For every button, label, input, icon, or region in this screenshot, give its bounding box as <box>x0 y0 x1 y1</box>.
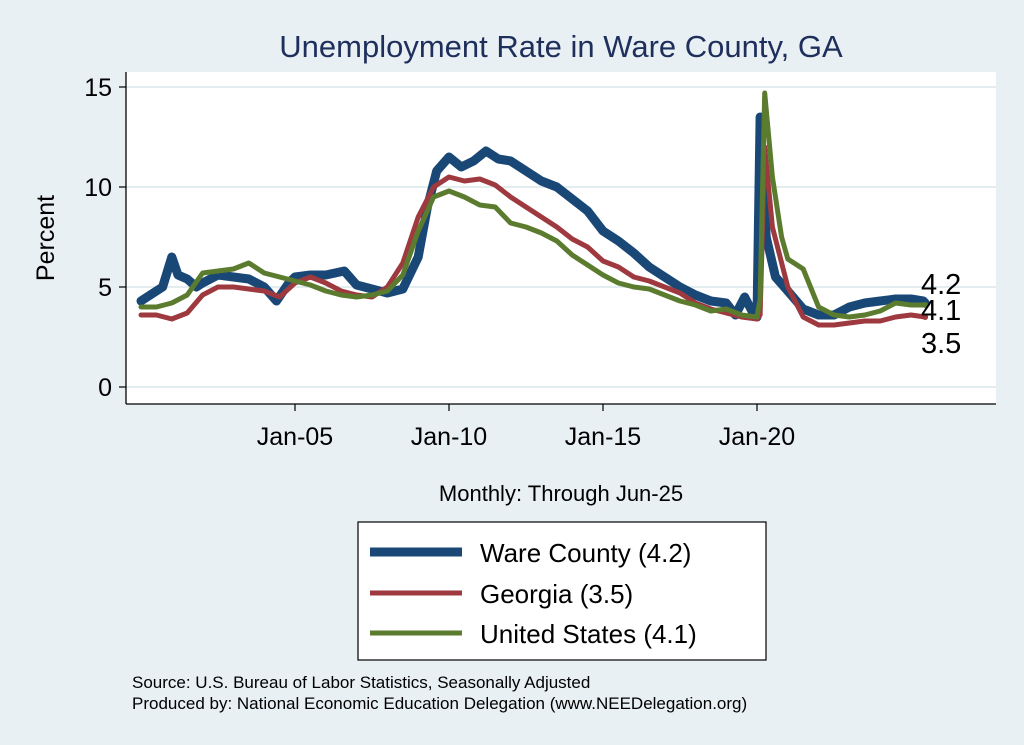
xtick-label-2020: Jan-20 <box>719 423 795 451</box>
ytick-label-10: 10 <box>84 174 112 202</box>
x-axis-label: Monthly: Through Jun-25 <box>439 481 683 506</box>
georgia-line-end-point <box>922 314 929 320</box>
legend-label-georgia: Georgia (3.5) <box>480 579 633 609</box>
united-states-line-end-point <box>922 302 929 308</box>
source-note: Source: U.S. Bureau of Labor Statistics,… <box>132 673 590 692</box>
y-axis-label: Percent <box>32 195 60 281</box>
ytick-label-5: 5 <box>98 274 112 302</box>
legend-label-ware: Ware County (4.2) <box>480 538 691 568</box>
ware-county-line <box>136 112 930 322</box>
legend: Ware County (4.2) Georgia (3.5) United S… <box>357 521 767 661</box>
series-lines <box>136 90 930 328</box>
xtick-label-2005: Jan-05 <box>257 423 333 451</box>
end-label-georgia: 3.5 <box>921 328 961 360</box>
axes: 0 5 10 15 Jan-05 Jan-10 Jan-15 Jan-20 <box>84 72 996 451</box>
plot-area <box>126 72 996 404</box>
xtick-label-2010: Jan-10 <box>411 423 487 451</box>
xtick-label-2015: Jan-15 <box>565 423 641 451</box>
ytick-label-15: 15 <box>84 74 112 102</box>
end-label-us: 4.1 <box>921 295 961 327</box>
united-states-line <box>138 90 928 320</box>
chart-title: Unemployment Rate in Ware County, GA <box>279 29 843 64</box>
end-label-ware: 4.2 <box>921 269 961 301</box>
legend-label-us: United States (4.1) <box>480 619 697 649</box>
georgia-line <box>138 144 928 328</box>
ytick-label-0: 0 <box>98 374 112 402</box>
producer-note: Produced by: National Economic Education… <box>132 694 747 713</box>
